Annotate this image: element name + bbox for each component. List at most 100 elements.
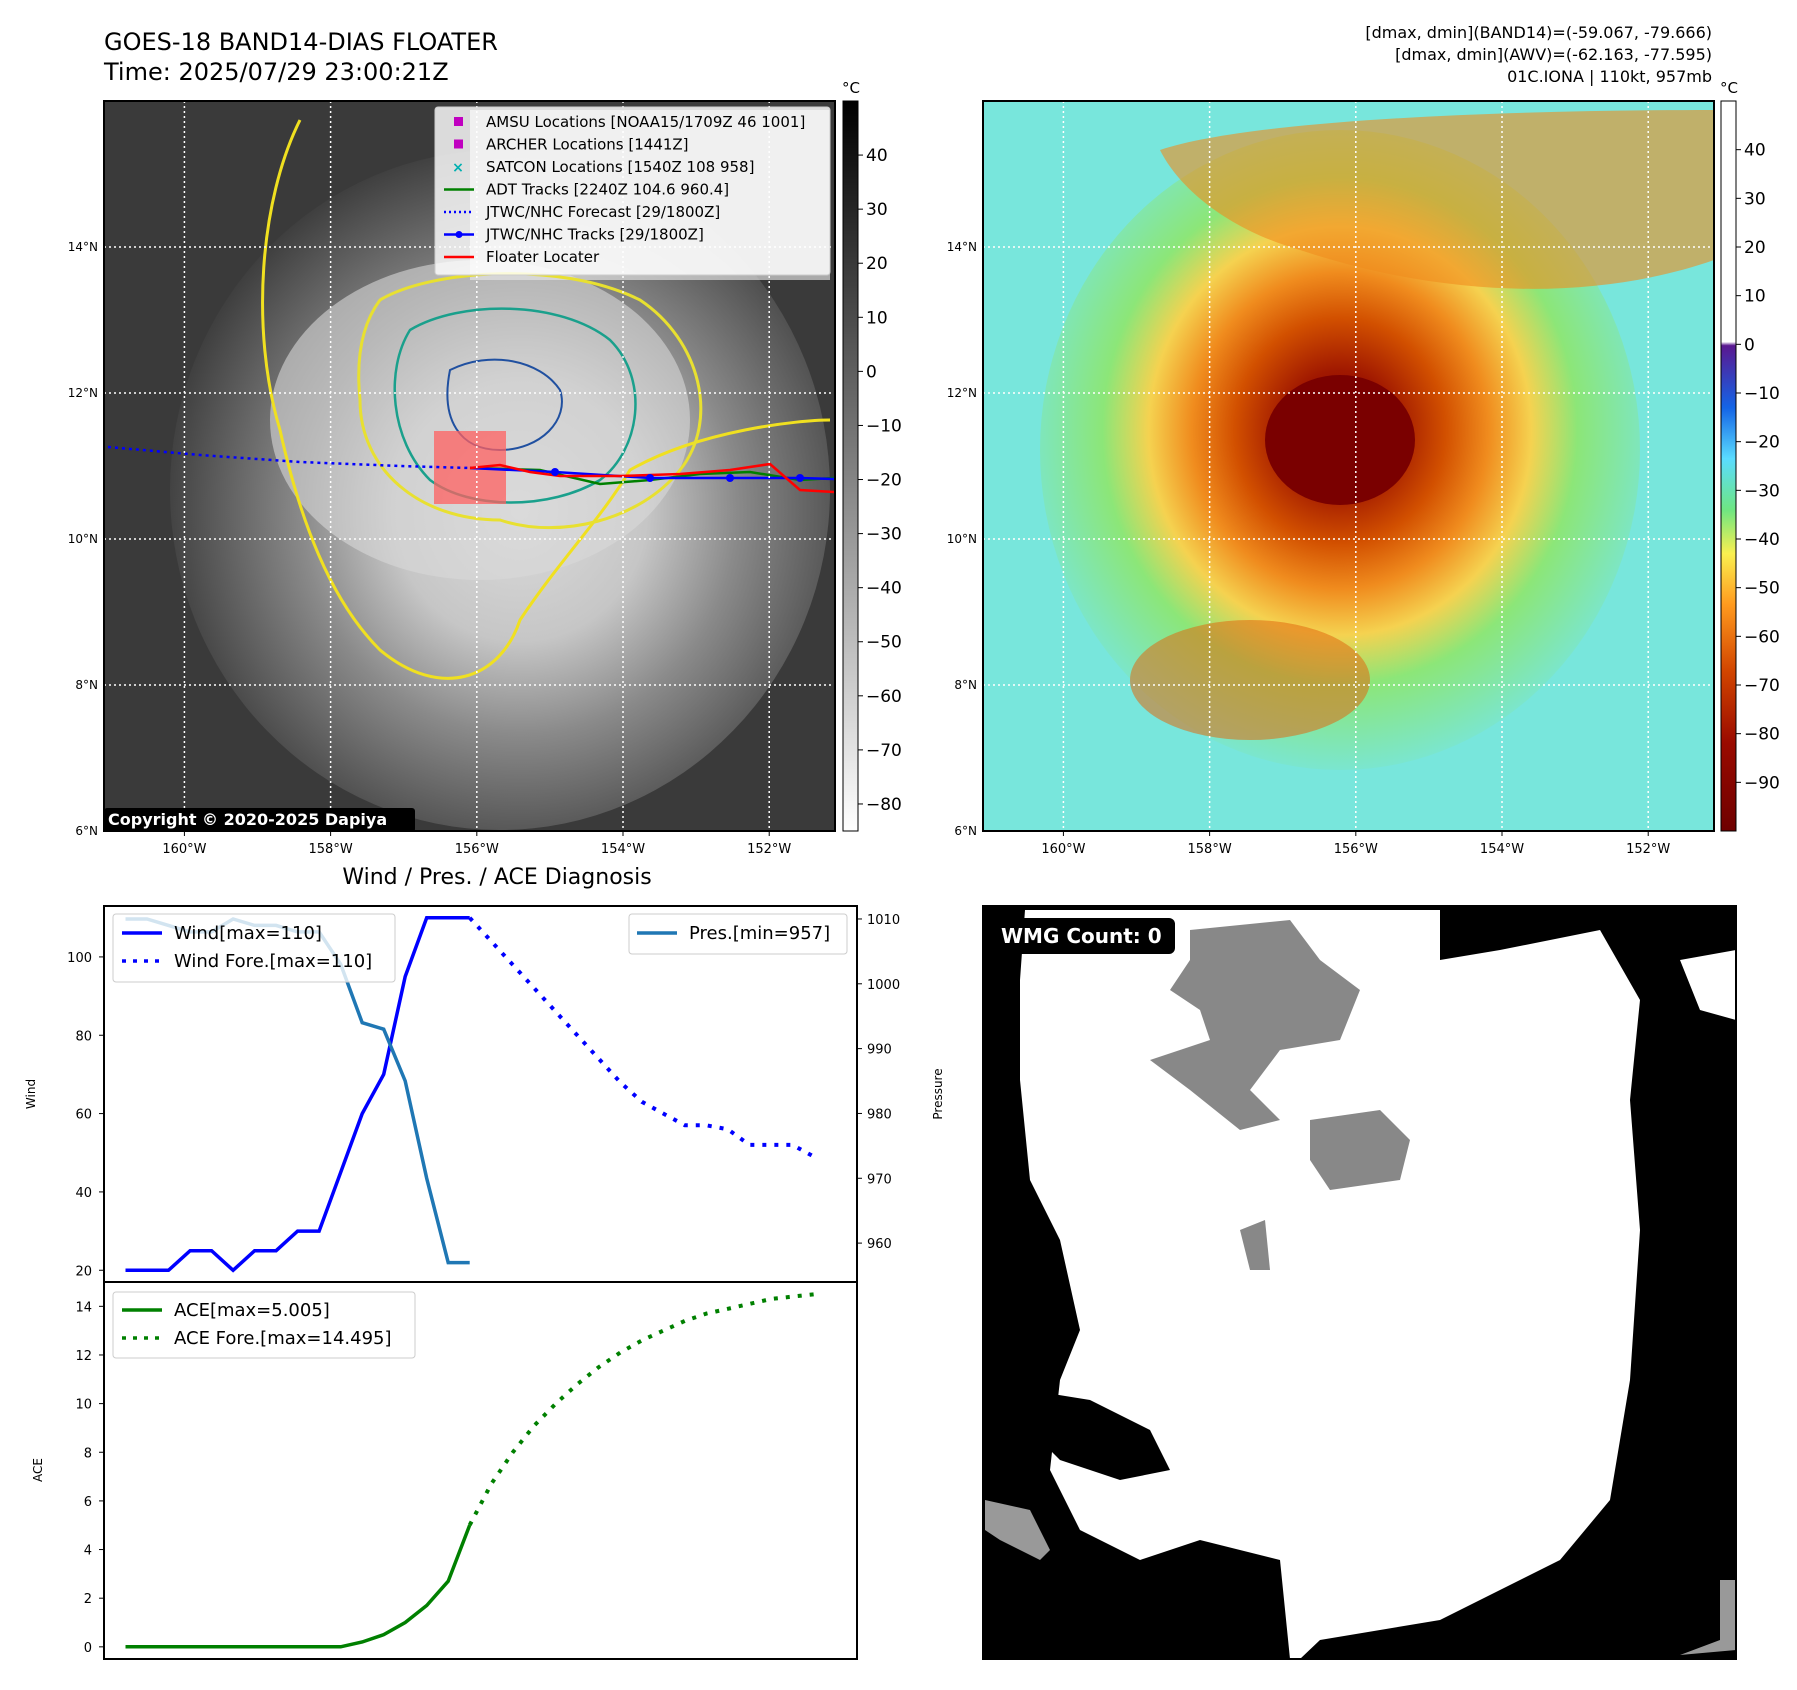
lon-tick-label: 154°W bbox=[601, 842, 645, 857]
lat-tick-label: 14°N bbox=[947, 240, 977, 254]
wmg-notch-b bbox=[1680, 950, 1736, 1020]
colorbar-tick-label: 0 bbox=[866, 362, 877, 382]
colorbar-tick-label: 30 bbox=[866, 200, 888, 220]
legend-label: JTWC/NHC Tracks [29/1800Z] bbox=[485, 226, 704, 244]
y-tick-label: 0 bbox=[84, 1641, 92, 1656]
legend-label: Pres.[min=957] bbox=[689, 923, 830, 944]
legend-label: Wind Fore.[max=110] bbox=[174, 951, 372, 972]
wmg-count-label: WMG Count: 0 bbox=[1001, 924, 1162, 948]
wmg-gray-3 bbox=[1240, 1220, 1270, 1270]
gray-colorbar-scale bbox=[842, 100, 859, 832]
ace-chart: ACE 0 2 4 6 8 10 12 14 ACE[max=5.005] ACE Fore.[m… bbox=[31, 1281, 858, 1660]
legend-label: ARCHER Locations [1441Z] bbox=[486, 136, 689, 154]
legend-label: Floater Locater bbox=[486, 248, 600, 266]
legend-label: SATCON Locations [1540Z 108 958] bbox=[486, 158, 754, 176]
colorbar-tick-label: −50 bbox=[1744, 579, 1780, 599]
figure-time: Time: 2025/07/29 23:00:21Z bbox=[103, 58, 449, 86]
colorbar-tick-label: −90 bbox=[1744, 773, 1780, 793]
figure-title: GOES-18 BAND14-DIAS FLOATER bbox=[104, 28, 498, 56]
cloud-color-core bbox=[1265, 375, 1415, 505]
wmg-warm-area bbox=[1020, 910, 1640, 1659]
color-colorbar-ticks: 40 30 20 10 0 −10 −20 −30 −40 −50 −60 −70 −80 −90 bbox=[1736, 141, 1780, 793]
ace-chart-marks: 0 2 4 6 8 10 12 14 ACE[max=5.005] ACE Fore.[max=1… bbox=[75, 1291, 815, 1656]
legend-label: ADT Tracks [2240Z 104.6 960.4] bbox=[486, 181, 729, 199]
colorbar-tick-label: −70 bbox=[866, 741, 902, 761]
contour-teal bbox=[393, 307, 637, 504]
lon-tick-label: 160°W bbox=[162, 842, 206, 857]
ace-ylabel: ACE bbox=[31, 1458, 45, 1482]
lon-tick-label: 154°W bbox=[1480, 842, 1524, 857]
wmg-gray-5 bbox=[1680, 1580, 1736, 1655]
color-colorbar-scale bbox=[1720, 100, 1737, 832]
y-tick-label: 10 bbox=[75, 1398, 92, 1413]
lon-tick-label: 158°W bbox=[1188, 842, 1232, 857]
lon-tick-label: 152°W bbox=[747, 842, 791, 857]
cloud-outer-band bbox=[270, 260, 690, 580]
lat-tick-label: 10°N bbox=[68, 532, 98, 546]
wmg-notch-a bbox=[1028, 1390, 1170, 1480]
colorbar-tick-label: −70 bbox=[1744, 676, 1780, 696]
wmg-count-box bbox=[992, 918, 1175, 954]
wmg-frame bbox=[982, 905, 1737, 1660]
ace-legend-box bbox=[112, 1291, 416, 1359]
legend-label: ACE[max=5.005] bbox=[174, 1300, 330, 1321]
lat-tick-label: 10°N bbox=[947, 532, 977, 546]
lat-tick-label: 14°N bbox=[68, 240, 98, 254]
y-tick-label: 14 bbox=[75, 1300, 92, 1315]
wmg-panel: WMG Count: 0 bbox=[982, 905, 1737, 1660]
lon-tick-label: 152°W bbox=[1626, 842, 1670, 857]
map1-frame bbox=[103, 100, 836, 832]
colorbar-tick-label: 0 bbox=[1744, 335, 1755, 355]
y-tick-label: 100 bbox=[67, 951, 92, 966]
gray-colorbar-unit: °C bbox=[842, 79, 860, 97]
ace-legend: ACE[max=5.005] ACE Fore.[max=14.495] bbox=[112, 1291, 416, 1359]
y-tick-label: 8 bbox=[84, 1446, 92, 1461]
info-storm: 01C.IONA | 110kt, 957mb bbox=[1507, 67, 1712, 86]
lon-tick-label: 156°W bbox=[455, 842, 499, 857]
colorbar-tick-label: 10 bbox=[866, 308, 888, 328]
series-line bbox=[125, 916, 470, 1273]
colorbar-tick-label: −60 bbox=[866, 687, 902, 707]
colorbar-tick-label: −40 bbox=[1744, 530, 1780, 550]
y-tick-label: 40 bbox=[75, 1186, 92, 1201]
y2-tick-label: 1000 bbox=[867, 978, 900, 993]
lat-tick-label: 12°N bbox=[68, 386, 98, 400]
lat-tick-label: 8°N bbox=[954, 678, 977, 692]
ir-gray-panel: 160°W 158°W 156°W 154°W 152°W 14°N 12°N 10°N 8°N… bbox=[68, 100, 836, 857]
info-awv: [dmax, dmin](AWV)=(-62.163, -77.595) bbox=[1395, 45, 1712, 64]
map1-ticks: 160°W 158°W 156°W 154°W 152°W 14°N 12°N 10°N 8°N… bbox=[68, 240, 792, 857]
y2-tick-label: 990 bbox=[867, 1043, 892, 1058]
legend-label: ACE Fore.[max=14.495] bbox=[174, 1328, 392, 1349]
lon-tick-label: 160°W bbox=[1041, 842, 1085, 857]
lon-tick-label: 156°W bbox=[1334, 842, 1378, 857]
colorbar-tick-label: −40 bbox=[866, 579, 902, 599]
legend-marker bbox=[454, 139, 463, 149]
colorbar-tick-label: −80 bbox=[1744, 725, 1780, 745]
lat-tick-label: 8°N bbox=[75, 678, 98, 692]
y2-tick-label: 970 bbox=[867, 1172, 892, 1187]
jtwc-track bbox=[469, 466, 835, 481]
pressure-ylabel: Pressure bbox=[931, 1068, 945, 1119]
wind-pressure-chart: Wind Pressure 20 40 60 80 100 960 970 980 990 100… bbox=[24, 905, 945, 1283]
ir-color-panel: 160°W 158°W 156°W 154°W 152°W 14°N 12°N 10°N 8°N… bbox=[947, 100, 1715, 857]
y-tick-label: 4 bbox=[84, 1544, 92, 1559]
colorbar-tick-label: −60 bbox=[1744, 627, 1780, 647]
lat-tick-label: 6°N bbox=[75, 824, 98, 838]
colorbar-tick-label: −80 bbox=[866, 795, 902, 815]
track-point bbox=[551, 468, 559, 476]
legend-label: AMSU Locations [NOAA15/1709Z 46 1001] bbox=[486, 113, 805, 131]
legend-marker: × bbox=[452, 160, 464, 176]
gray-colorbar: °C 40 30 20 10 0 −10 −20 −30 −40 −50 −60 −70 −80 bbox=[842, 79, 902, 832]
legend-label: Wind[max=110] bbox=[174, 923, 322, 944]
wind-chart-marks: 20 40 60 80 100 960 970 980 990 1000 1010 Wind[max=… bbox=[67, 913, 900, 1279]
y2-tick-label: 980 bbox=[867, 1107, 892, 1122]
colorbar-tick-label: 30 bbox=[1744, 189, 1766, 209]
colorbar-tick-label: −30 bbox=[866, 525, 902, 545]
info-band14: [dmax, dmin](BAND14)=(-59.067, -79.666) bbox=[1365, 23, 1712, 42]
lon-tick-label: 158°W bbox=[309, 842, 353, 857]
legend-box bbox=[434, 106, 831, 276]
y-tick-label: 6 bbox=[84, 1495, 92, 1510]
color-band-top bbox=[1160, 110, 1714, 289]
color-band-south bbox=[1130, 620, 1370, 740]
colorbar-tick-label: 40 bbox=[866, 146, 888, 166]
